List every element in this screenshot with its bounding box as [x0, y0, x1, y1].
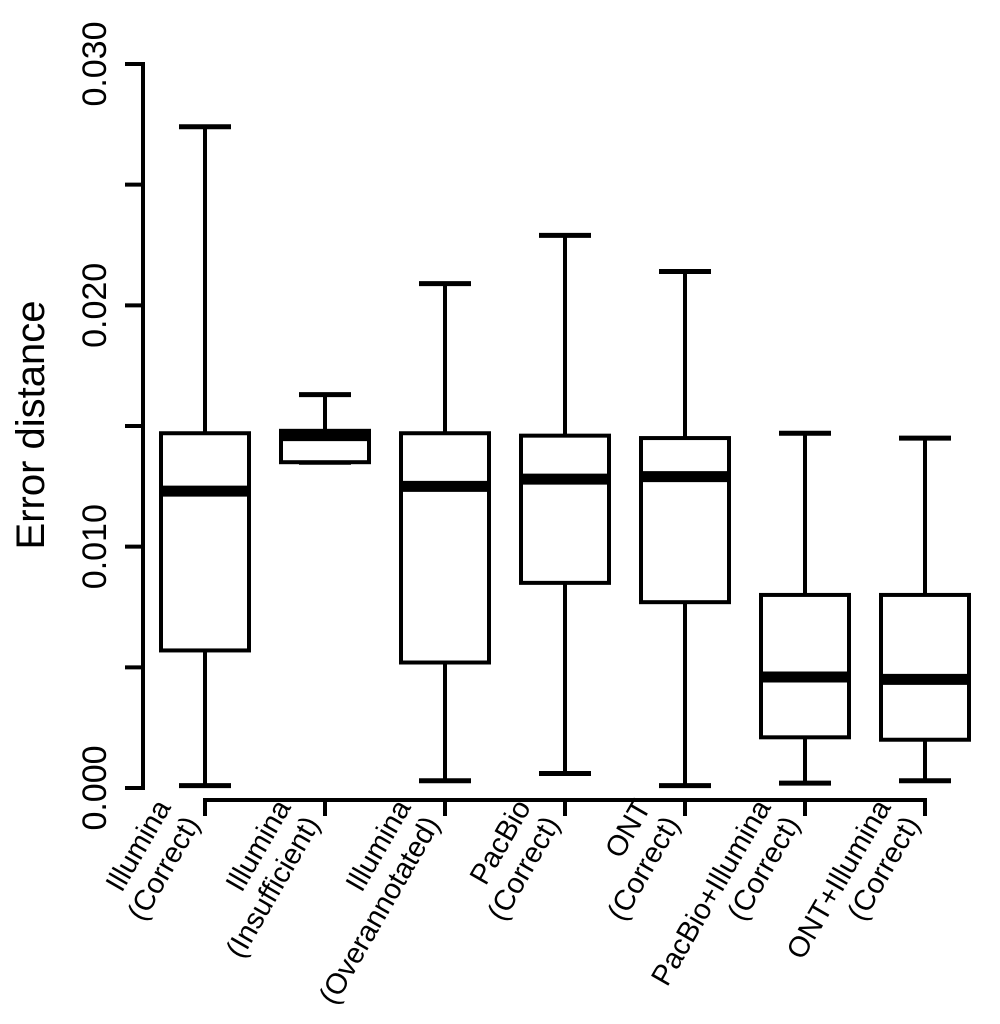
box-1 [159, 124, 251, 789]
iqr-box [519, 433, 611, 585]
x-tick-label: PacBio(Correct) [453, 795, 567, 927]
x-axis: Illumina(Correct) Illumina(Insufficient) I… [100, 794, 927, 1010]
box-7 [879, 435, 971, 784]
x-tick-label: ONT+Illumina(Correct) [781, 794, 927, 982]
y-tick-label: 0.030 [76, 21, 114, 106]
boxes [159, 124, 971, 789]
box-3 [399, 281, 491, 784]
y-axis: 0.000 0.010 0.020 0.030 [76, 21, 145, 831]
x-tick-label: ONT(Correct) [573, 794, 687, 926]
iqr-box [759, 592, 851, 740]
box-5 [639, 269, 731, 789]
y-tick-label: 0.010 [76, 504, 114, 589]
box-6 [759, 430, 851, 786]
box-2 [279, 392, 371, 465]
box-4 [519, 232, 611, 777]
iqr-box [159, 431, 251, 653]
x-tick-label: Illumina(Insufficient) [191, 794, 327, 964]
y-tick-label: 0.000 [76, 745, 114, 830]
y-axis-label: Error distance [9, 301, 53, 550]
y-tick-label: 0.020 [76, 263, 114, 348]
iqr-box [879, 592, 971, 742]
iqr-box [639, 436, 731, 605]
iqr-box [399, 431, 491, 665]
